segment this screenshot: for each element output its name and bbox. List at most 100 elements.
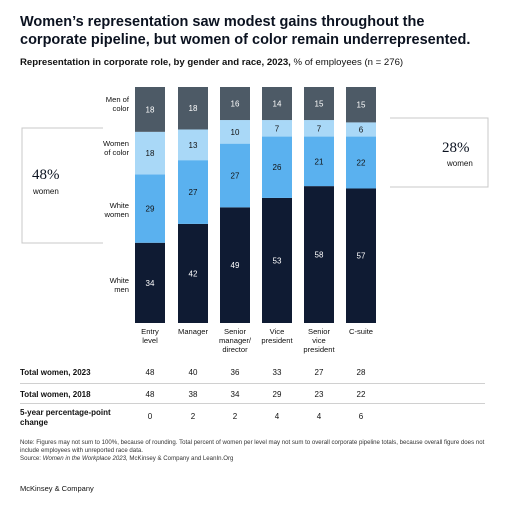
data-label: 34 xyxy=(146,279,155,288)
x-tick-label: manager/ xyxy=(219,336,252,345)
right-callout-bracket xyxy=(390,117,489,188)
stat-value: 2 xyxy=(232,412,238,421)
x-tick-label: president xyxy=(261,336,293,345)
stat-value: 48 xyxy=(145,368,155,377)
data-label: 18 xyxy=(146,149,155,158)
source-prefix: Source: xyxy=(20,455,43,462)
legend-label-men-of-color: Men of xyxy=(106,95,130,104)
data-label: 22 xyxy=(357,159,366,168)
chart-title: Women’s representation saw modest gains … xyxy=(20,14,471,48)
stat-value: 36 xyxy=(230,368,240,377)
x-tick-label: level xyxy=(142,336,158,345)
data-label: 14 xyxy=(273,100,282,109)
chart-source: Source: Women in the Workplace 2023, McK… xyxy=(20,455,233,462)
legend-label-white-men: men xyxy=(114,285,129,294)
data-label: 13 xyxy=(189,141,198,150)
bar-segment xyxy=(346,122,376,137)
subtitle-rest: % of employees (n = 276) xyxy=(290,57,404,68)
bar-segment xyxy=(178,129,208,161)
data-label: 29 xyxy=(146,205,155,214)
stat-value: 0 xyxy=(147,412,153,421)
bar-segment xyxy=(262,136,292,198)
data-label: 26 xyxy=(273,163,282,172)
stat-value: 27 xyxy=(314,368,324,377)
data-label: 16 xyxy=(231,100,240,109)
stat-value: 40 xyxy=(188,368,198,377)
source-rest: McKinsey & Company and LeanIn.Org xyxy=(127,455,234,462)
bar-segment xyxy=(262,120,292,137)
stat-value: 34 xyxy=(230,390,240,399)
right-callout-value: 28% xyxy=(442,140,470,156)
bar-segment xyxy=(304,120,334,137)
right-callout-label: women xyxy=(447,159,473,168)
data-label: 10 xyxy=(231,128,240,137)
data-label: 15 xyxy=(315,100,324,109)
stat-value: 29 xyxy=(272,390,282,399)
bar-segment xyxy=(178,160,208,224)
data-label: 49 xyxy=(231,261,240,270)
bar-segment xyxy=(135,174,165,243)
legend-label-white-women: White xyxy=(110,201,129,210)
legend-label-white-men: White xyxy=(110,276,129,285)
x-tick-label: Senior xyxy=(224,327,246,336)
data-label: 27 xyxy=(231,172,240,181)
data-label: 42 xyxy=(189,269,198,278)
left-callout-label: women xyxy=(33,187,59,196)
bar-segment xyxy=(220,207,250,323)
x-tick-label: C-suite xyxy=(349,327,373,336)
brand-name: McKinsey & Company xyxy=(20,484,94,493)
bar-segment xyxy=(346,136,376,189)
bar-segment xyxy=(220,143,250,208)
data-label: 7 xyxy=(317,124,322,133)
bar-segment xyxy=(346,87,376,123)
stat-value: 4 xyxy=(274,412,280,421)
bar-segment xyxy=(178,223,208,323)
data-label: 58 xyxy=(315,251,324,260)
data-label: 21 xyxy=(315,157,324,166)
x-tick-label: vice xyxy=(312,336,326,345)
stat-value: 28 xyxy=(356,368,366,377)
legend-label-men-of-color: color xyxy=(113,104,130,113)
bar-segment xyxy=(220,120,250,144)
data-label: 6 xyxy=(359,125,364,134)
legend-label-women-of-color: of color xyxy=(104,148,129,157)
stat-value: 38 xyxy=(188,390,198,399)
stat-value: 48 xyxy=(145,390,155,399)
x-tick-label: president xyxy=(303,345,335,354)
legend-label-white-women: women xyxy=(104,210,129,219)
left-callout-bracket xyxy=(21,127,103,244)
data-label: 53 xyxy=(273,256,282,265)
data-label: 57 xyxy=(357,252,366,261)
bar-segment xyxy=(135,242,165,323)
stat-value: 33 xyxy=(272,368,282,377)
bar-segment xyxy=(135,87,165,132)
bar-segment xyxy=(262,197,292,323)
bar-segment xyxy=(178,87,208,130)
x-tick-label: Entry xyxy=(141,327,159,336)
stat-label-change: 5-year percentage-point change xyxy=(20,408,111,427)
stat-divider xyxy=(20,383,485,384)
chart-subtitle: Representation in corporate role, by gen… xyxy=(20,57,490,68)
legend-label-women-of-color: Women xyxy=(103,139,129,148)
stat-value: 2 xyxy=(190,412,196,421)
bar-segment xyxy=(304,87,334,121)
subtitle-bold: Representation in corporate role, by gen… xyxy=(20,57,291,68)
x-tick-label: Manager xyxy=(178,327,208,336)
bar-segment xyxy=(304,136,334,187)
left-callout-value: 48% xyxy=(32,167,60,183)
data-label: 15 xyxy=(357,101,366,110)
x-tick-label: director xyxy=(222,345,248,354)
stat-value: 23 xyxy=(314,390,324,399)
bar-segment xyxy=(262,87,292,121)
data-label: 7 xyxy=(275,124,280,133)
stat-divider xyxy=(20,403,485,404)
stat-value: 6 xyxy=(358,412,364,421)
data-label: 18 xyxy=(146,105,155,114)
x-tick-label: Senior xyxy=(308,327,330,336)
data-label: 18 xyxy=(189,104,198,113)
bar-segment xyxy=(135,131,165,175)
bar-segment xyxy=(304,186,334,323)
stat-value: 4 xyxy=(316,412,322,421)
stat-label-2018: Total women, 2018 xyxy=(20,390,91,399)
